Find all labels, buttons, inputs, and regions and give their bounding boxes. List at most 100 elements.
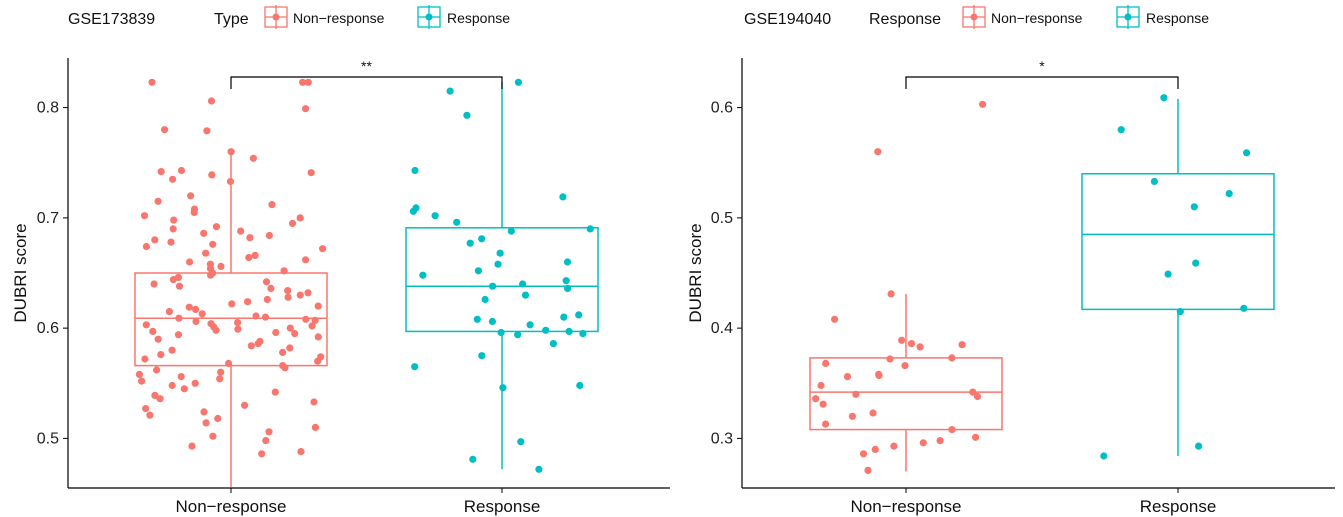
legend-key-response bbox=[417, 5, 441, 29]
data-point bbox=[919, 439, 927, 447]
data-point bbox=[563, 258, 572, 266]
data-point bbox=[822, 359, 830, 367]
legend-key-nonresponse bbox=[962, 5, 986, 29]
data-point bbox=[207, 271, 215, 279]
data-point bbox=[1164, 270, 1172, 278]
data-point bbox=[535, 465, 543, 473]
data-point bbox=[564, 284, 572, 292]
x-tick-label: Response bbox=[1140, 497, 1217, 516]
data-point bbox=[969, 388, 977, 396]
data-point bbox=[226, 177, 235, 186]
x-tick-label: Non−response bbox=[850, 497, 961, 516]
y-tick-label: 0.5 bbox=[37, 430, 59, 447]
data-point bbox=[489, 282, 497, 290]
data-point bbox=[198, 310, 206, 318]
data-point bbox=[948, 426, 956, 434]
data-point bbox=[261, 313, 270, 321]
legend-label-response: Response bbox=[447, 10, 510, 26]
data-point bbox=[310, 398, 318, 406]
data-point bbox=[948, 354, 956, 362]
data-point bbox=[514, 78, 523, 86]
data-point bbox=[216, 375, 224, 383]
data-point bbox=[314, 333, 322, 341]
data-point bbox=[227, 148, 235, 156]
data-point bbox=[1176, 308, 1184, 316]
data-point bbox=[473, 315, 481, 323]
data-point bbox=[281, 364, 289, 372]
data-point bbox=[463, 111, 471, 119]
data-point bbox=[308, 322, 316, 330]
legend-label-nonresponse: Non−response bbox=[293, 10, 385, 26]
data-point bbox=[272, 328, 280, 337]
data-point bbox=[237, 227, 245, 235]
data-point bbox=[586, 225, 594, 233]
data-point bbox=[263, 295, 271, 304]
data-point bbox=[149, 327, 157, 335]
data-point bbox=[170, 216, 178, 224]
plot-area: 0.5 0.6 0.7 0.8 Non−response Response ** bbox=[37, 58, 670, 516]
data-point bbox=[280, 267, 288, 275]
data-point bbox=[186, 258, 194, 266]
plot-area: 0.3 0.4 0.5 0.6 Non−response Response * bbox=[711, 58, 1335, 516]
data-point bbox=[311, 316, 319, 324]
box-iqr bbox=[1081, 173, 1275, 311]
data-point bbox=[209, 432, 217, 440]
data-point bbox=[419, 271, 427, 279]
data-point bbox=[251, 251, 259, 259]
data-point bbox=[869, 409, 877, 417]
data-point bbox=[212, 326, 220, 334]
data-point bbox=[314, 302, 322, 310]
data-point bbox=[291, 330, 299, 338]
y-tick-label: 0.5 bbox=[711, 210, 733, 227]
data-point bbox=[514, 331, 522, 339]
data-point bbox=[249, 154, 257, 162]
data-point bbox=[168, 381, 176, 390]
data-point bbox=[819, 400, 827, 408]
data-point bbox=[519, 280, 527, 288]
data-point bbox=[284, 287, 292, 295]
data-point bbox=[135, 370, 143, 378]
data-point bbox=[202, 249, 210, 257]
data-point bbox=[262, 437, 270, 445]
data-point bbox=[812, 395, 820, 403]
data-point bbox=[157, 168, 165, 176]
data-point bbox=[302, 315, 310, 323]
data-point bbox=[200, 229, 208, 237]
data-point bbox=[843, 373, 852, 381]
data-point bbox=[214, 414, 222, 423]
data-point bbox=[192, 317, 200, 326]
data-point bbox=[319, 245, 327, 253]
data-point bbox=[576, 381, 584, 390]
data-point bbox=[560, 313, 568, 321]
panel-gse194040: GSE194040 Response Non−response Response… bbox=[686, 5, 1335, 516]
y-tick-label: 0.3 bbox=[711, 430, 733, 447]
data-point bbox=[517, 438, 525, 446]
y-tick-label: 0.4 bbox=[711, 320, 733, 337]
data-point bbox=[296, 291, 304, 299]
data-point bbox=[1195, 442, 1203, 450]
data-point bbox=[165, 308, 173, 316]
data-point bbox=[174, 331, 183, 339]
data-point bbox=[245, 254, 253, 262]
data-point bbox=[267, 284, 275, 292]
data-point bbox=[304, 78, 312, 86]
data-point bbox=[175, 282, 184, 290]
data-point bbox=[875, 371, 883, 380]
significance-bracket bbox=[230, 76, 503, 89]
data-point bbox=[268, 201, 276, 209]
data-point bbox=[1190, 203, 1198, 211]
y-tick-label: 0.7 bbox=[37, 210, 59, 227]
data-point bbox=[1225, 190, 1233, 198]
data-point bbox=[521, 291, 530, 299]
data-point bbox=[817, 381, 825, 390]
data-point bbox=[265, 428, 273, 436]
data-point bbox=[481, 295, 489, 304]
data-point bbox=[175, 314, 183, 322]
data-point bbox=[202, 419, 210, 427]
legend-title: Type bbox=[214, 11, 249, 28]
data-point bbox=[246, 234, 254, 242]
data-point bbox=[177, 166, 186, 175]
data-point bbox=[496, 249, 504, 257]
data-point bbox=[191, 379, 199, 387]
panel-title: GSE194040 bbox=[744, 11, 831, 28]
